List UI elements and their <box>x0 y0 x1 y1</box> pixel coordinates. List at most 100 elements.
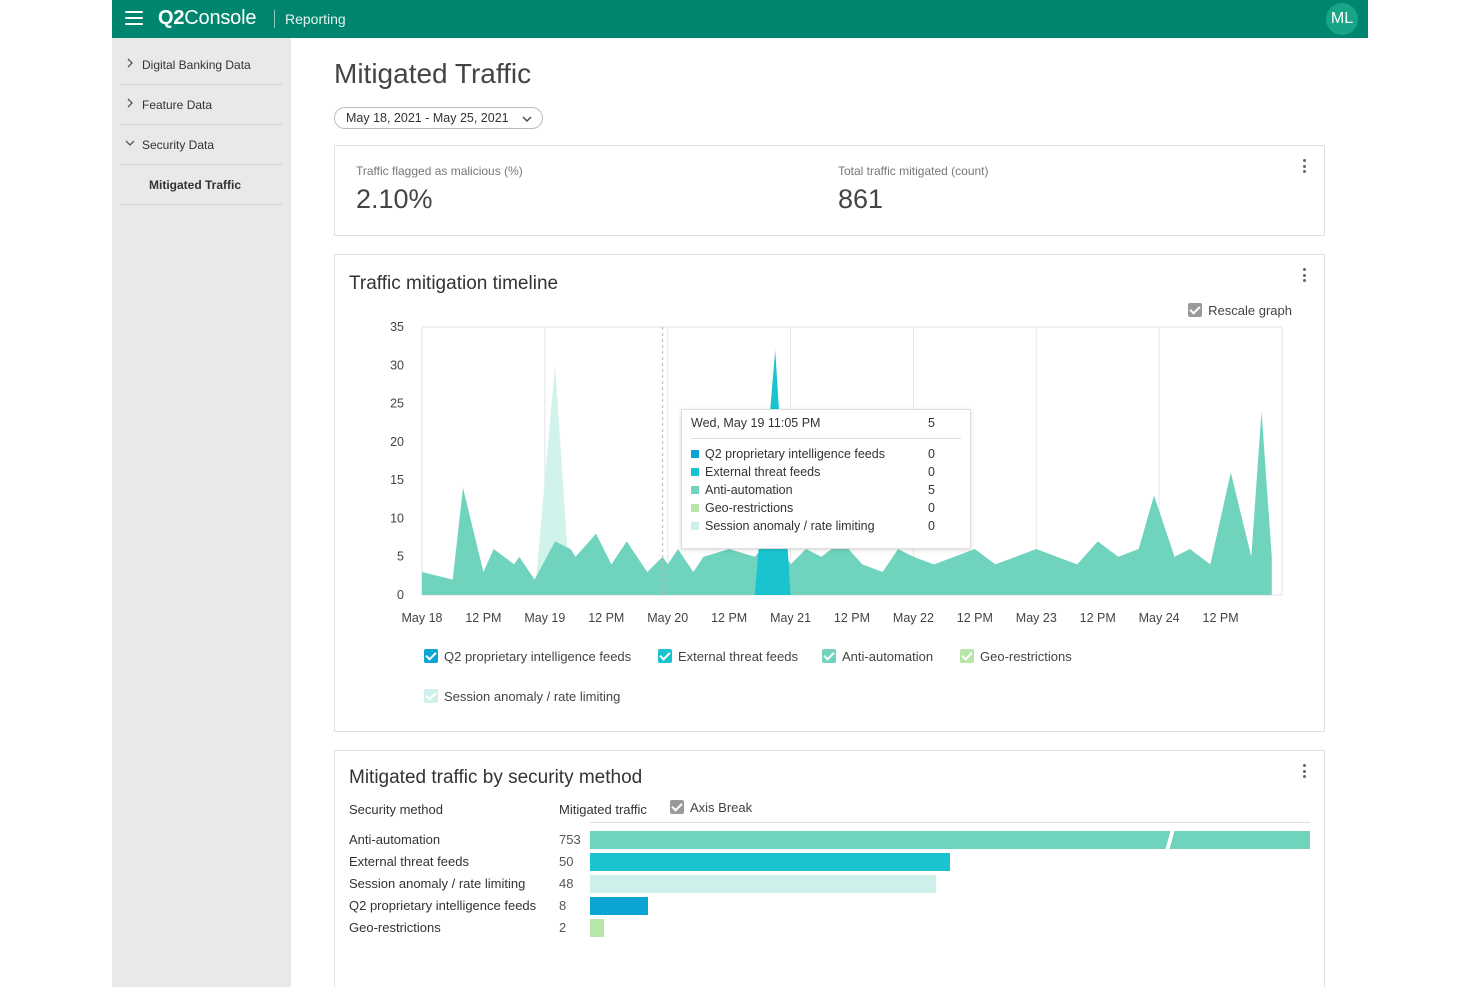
methods-card: Mitigated traffic by security method Sec… <box>334 750 1325 987</box>
section-name: Reporting <box>285 11 346 27</box>
tooltip-row-value: 0 <box>928 519 935 533</box>
legend-geo-restrictions[interactable]: Geo-restrictions <box>960 649 1072 664</box>
y-tick-label: 35 <box>390 320 404 334</box>
legend-external-threat[interactable]: External threat feeds <box>658 649 798 664</box>
checkbox-icon <box>424 689 438 703</box>
x-tick-label: May 19 <box>524 611 565 625</box>
rescale-label: Rescale graph <box>1208 303 1292 318</box>
checkbox-icon <box>424 649 438 663</box>
chevron-right-icon <box>127 58 133 68</box>
tooltip-row-value: 0 <box>928 447 935 461</box>
kpi-value: 2.10% <box>356 184 433 214</box>
x-tick-label: May 21 <box>770 611 811 625</box>
sidebar-item-label: Feature Data <box>142 98 213 112</box>
method-value: 2 <box>559 920 567 935</box>
kpi-label: Traffic flagged as malicious (%) <box>356 164 523 178</box>
x-tick-label: 12 PM <box>1203 611 1239 625</box>
method-label: External threat feeds <box>349 854 469 869</box>
x-tick-label: May 20 <box>647 611 688 625</box>
column-header-traffic: Mitigated traffic <box>559 802 647 817</box>
tooltip-swatch <box>691 486 699 494</box>
tooltip-row: External threat feeds 0 <box>691 465 935 479</box>
method-value: 8 <box>559 898 567 913</box>
checkbox-icon <box>822 649 836 663</box>
checkbox-icon <box>1188 303 1203 317</box>
legend-q2-feeds[interactable]: Q2 proprietary intelligence feeds <box>424 649 631 664</box>
sidebar-item-label: Mitigated Traffic <box>149 178 242 192</box>
chevron-down-icon <box>125 140 135 146</box>
app-window: Q2Console Reporting ML Digital Banking D… <box>112 0 1368 987</box>
y-tick-label: 15 <box>390 473 404 487</box>
sidebar-item-feature-data[interactable]: Feature Data <box>121 85 282 125</box>
y-tick-label: 20 <box>390 435 404 449</box>
method-bar[interactable] <box>590 875 936 893</box>
legend-label: Session anomaly / rate limiting <box>444 689 621 704</box>
legend-label: External threat feeds <box>678 649 798 664</box>
rescale-graph-checkbox[interactable]: Rescale graph <box>1188 303 1292 318</box>
axis-break-marker <box>1165 831 1175 849</box>
y-tick-label: 5 <box>397 550 404 564</box>
tooltip-row-label: Session anomaly / rate limiting <box>705 519 875 533</box>
tooltip-time: Wed, May 19 11:05 PM <box>691 416 821 430</box>
x-tick-label: 12 PM <box>1080 611 1116 625</box>
menu-icon[interactable] <box>125 11 143 25</box>
date-range-picker[interactable]: May 18, 2021 - May 25, 2021 <box>334 107 543 129</box>
more-options-icon[interactable] <box>1303 764 1307 780</box>
tooltip-row-label: Anti-automation <box>705 483 793 497</box>
method-label: Geo-restrictions <box>349 920 441 935</box>
sidebar-item-mitigated-traffic[interactable]: Mitigated Traffic <box>121 165 282 205</box>
date-range-value: May 18, 2021 - May 25, 2021 <box>346 111 509 125</box>
y-tick-label: 10 <box>390 511 404 525</box>
tooltip-swatch <box>691 504 699 512</box>
tooltip-row-label: External threat feeds <box>705 465 821 479</box>
axis-break-label: Axis Break <box>690 800 753 815</box>
kpi-card: Traffic flagged as malicious (%) 2.10% T… <box>334 145 1325 236</box>
tooltip-swatch <box>691 450 699 458</box>
method-bar[interactable] <box>590 831 1310 849</box>
tooltip-total: 5 <box>928 416 935 430</box>
tooltip-divider <box>691 438 961 439</box>
sidebar-item-security-data[interactable]: Security Data <box>121 125 282 165</box>
tooltip-row-value: 0 <box>928 465 935 479</box>
user-avatar[interactable]: ML <box>1326 3 1358 35</box>
more-options-icon[interactable] <box>1303 159 1307 175</box>
x-tick-label: 12 PM <box>711 611 747 625</box>
series-area-anti-automation <box>422 411 1272 595</box>
y-tick-label: 25 <box>390 397 404 411</box>
kpi-label: Total traffic mitigated (count) <box>838 164 989 178</box>
tooltip-row: Session anomaly / rate limiting 0 <box>691 519 935 533</box>
legend-session-anomaly[interactable]: Session anomaly / rate limiting <box>424 689 620 704</box>
legend-label: Q2 proprietary intelligence feeds <box>444 649 632 664</box>
sidebar-item-digital-banking-data[interactable]: Digital Banking Data <box>121 45 282 85</box>
chevron-down-icon <box>522 116 532 122</box>
method-value: 48 <box>559 876 574 891</box>
main-content: Mitigated Traffic May 18, 2021 - May 25,… <box>291 38 1368 987</box>
sidebar-item-label: Digital Banking Data <box>142 58 251 72</box>
method-bar[interactable] <box>590 919 605 937</box>
y-tick-label: 30 <box>390 358 404 372</box>
sidebar: Digital Banking Data Feature Data Securi… <box>112 38 291 987</box>
y-tick-label: 0 <box>397 588 404 602</box>
x-tick-label: May 23 <box>1016 611 1057 625</box>
legend-label: Geo-restrictions <box>980 649 1072 664</box>
more-options-icon[interactable] <box>1303 268 1307 284</box>
chevron-right-icon <box>127 98 133 108</box>
legend-anti-automation[interactable]: Anti-automation <box>822 649 933 664</box>
x-tick-label: 12 PM <box>834 611 870 625</box>
table-divider <box>590 822 1310 823</box>
x-tick-label: May 18 <box>402 611 443 625</box>
brand-divider <box>274 10 275 28</box>
tooltip-row: Anti-automation 5 <box>691 483 935 497</box>
method-value: 50 <box>559 854 574 869</box>
tooltip-row-value: 0 <box>928 501 935 515</box>
method-bar[interactable] <box>590 853 950 871</box>
x-tick-label: 12 PM <box>588 611 624 625</box>
method-bar[interactable] <box>590 897 648 915</box>
chart-tooltip: Wed, May 19 11:05 PM 5 Q2 proprietary in… <box>681 409 971 549</box>
brand-logo[interactable]: Q2Console <box>158 7 257 29</box>
tooltip-swatch <box>691 522 699 530</box>
tooltip-row-label: Geo-restrictions <box>705 501 794 515</box>
x-tick-label: 12 PM <box>957 611 993 625</box>
axis-break-checkbox[interactable]: Axis Break <box>670 800 752 815</box>
tooltip-swatch <box>691 468 699 476</box>
